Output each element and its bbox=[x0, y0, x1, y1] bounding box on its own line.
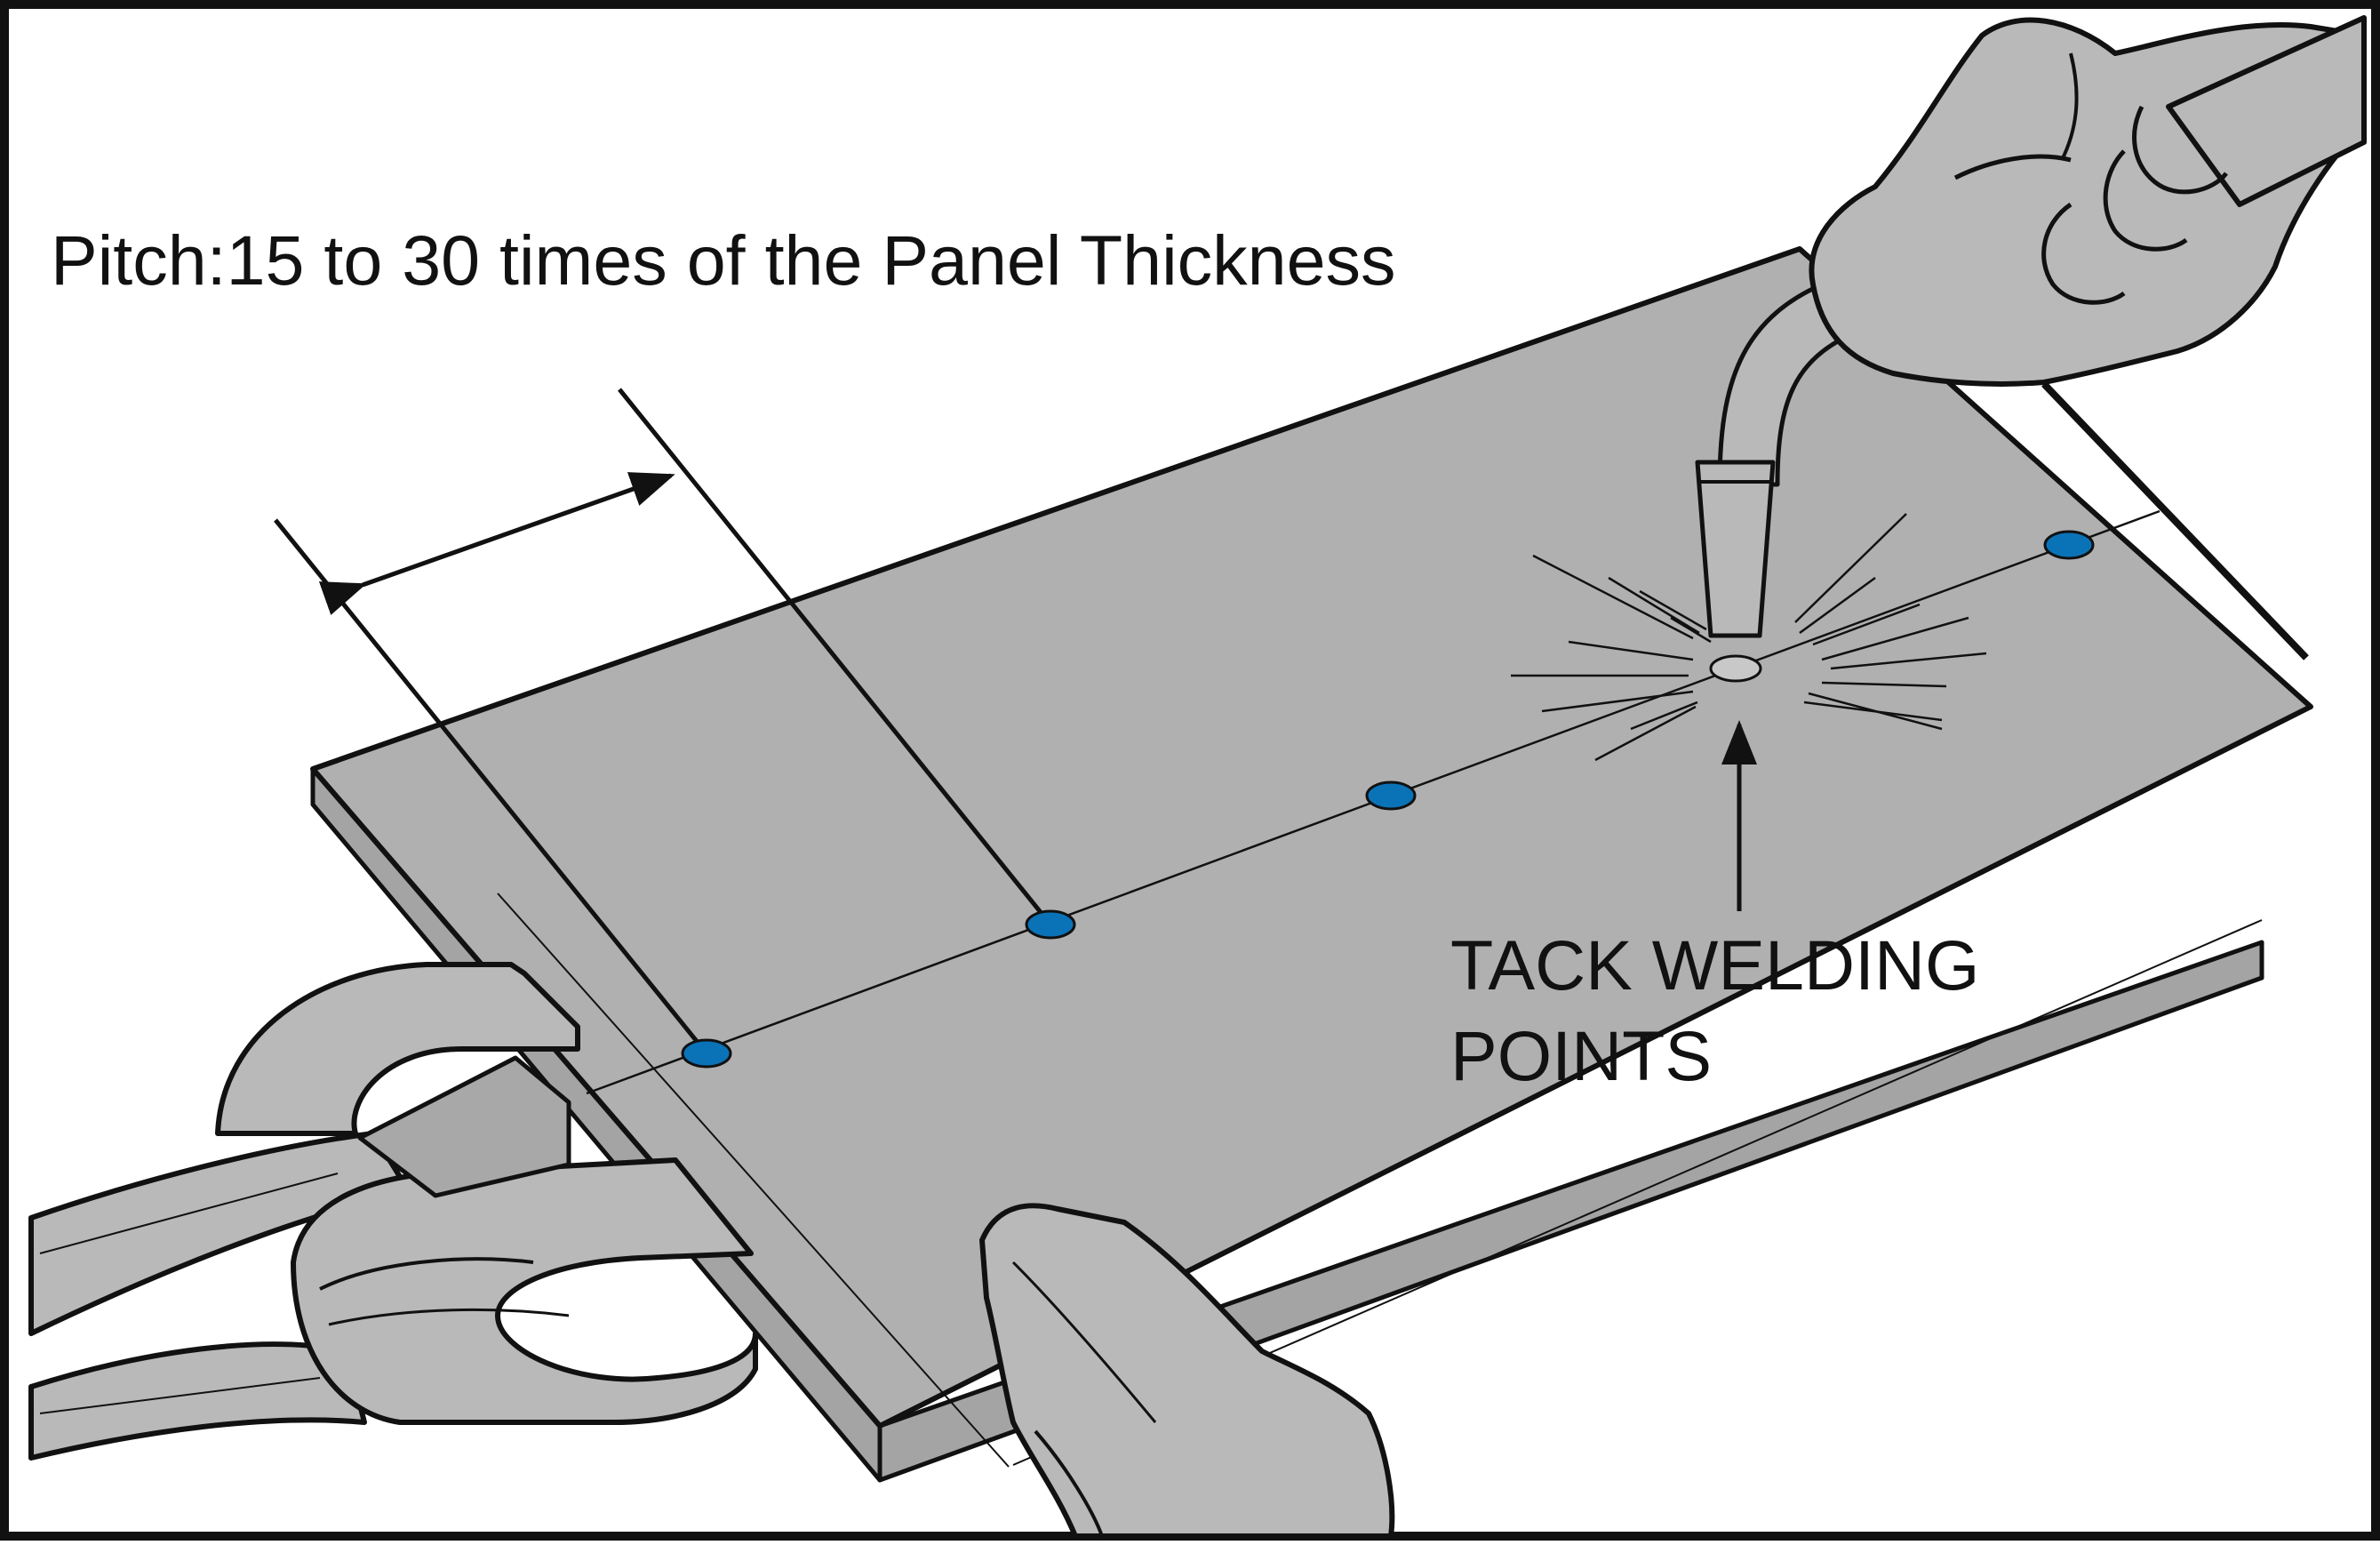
torch-nozzle bbox=[1695, 460, 1776, 638]
pitch-dimension bbox=[274, 388, 1052, 1055]
tack-point bbox=[2043, 530, 2095, 560]
tack-point bbox=[1365, 781, 1417, 811]
gloved-hand-icon bbox=[1809, 15, 2367, 387]
tack-label-line1: TACK WELDING bbox=[1450, 925, 1979, 1005]
extension-line-right bbox=[618, 388, 1052, 926]
tack-point bbox=[681, 1038, 732, 1069]
tack-point bbox=[1025, 909, 1076, 940]
panel-right-edge bbox=[2041, 381, 2309, 660]
support-hand-icon bbox=[979, 1203, 1395, 1539]
sparks-icon bbox=[1511, 513, 1987, 762]
weld-spot bbox=[1709, 654, 1762, 683]
clamp-pliers-icon bbox=[28, 962, 758, 1461]
tack-points-group bbox=[681, 530, 2095, 1069]
welding-torch-icon bbox=[1695, 282, 1856, 638]
metal-panel bbox=[310, 246, 2313, 1483]
dimension-arrow bbox=[318, 472, 675, 615]
panel-lower-line bbox=[497, 893, 1010, 1468]
pitch-label: Pitch:15 to 30 times of the Panel Thickn… bbox=[51, 220, 1396, 300]
tack-label-line2: POINTS bbox=[1450, 1016, 1712, 1095]
